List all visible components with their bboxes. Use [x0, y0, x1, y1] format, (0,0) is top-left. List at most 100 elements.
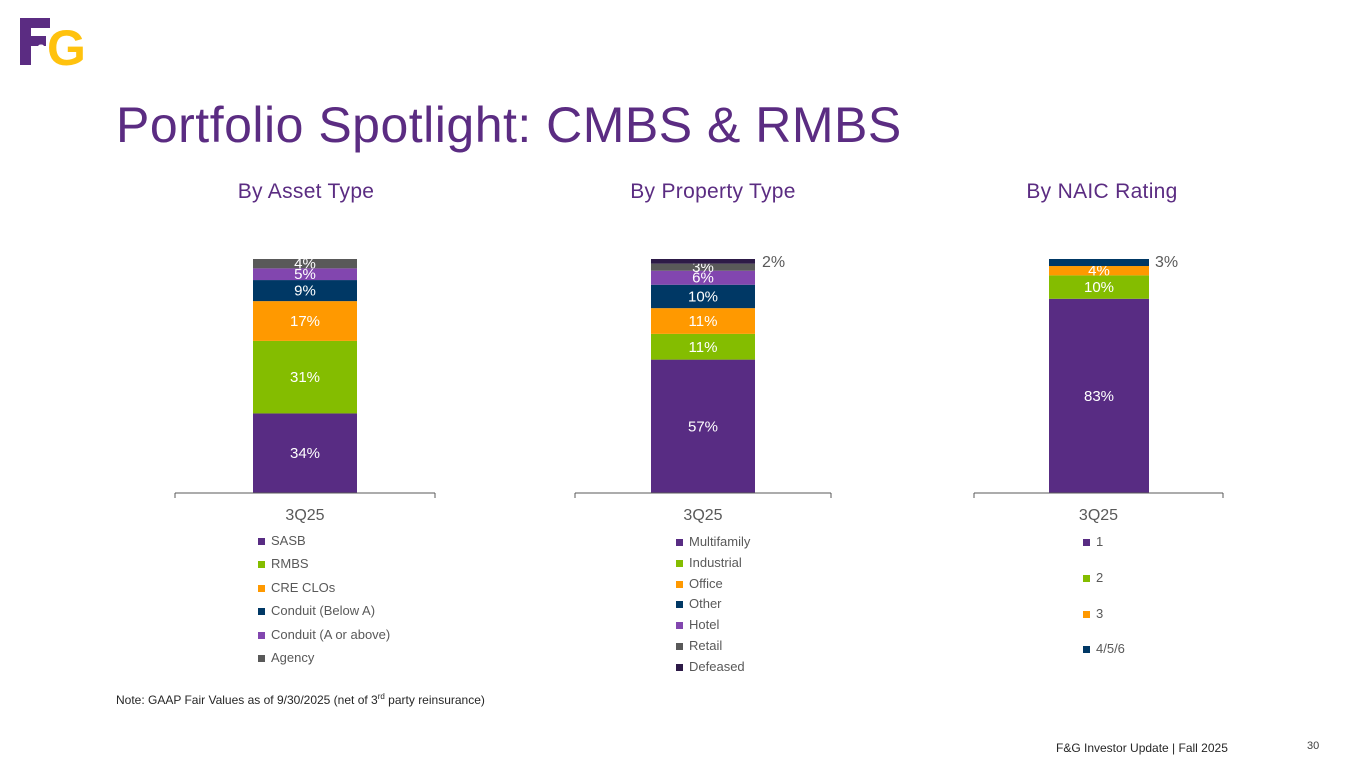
- data-label-1-4: 6%: [692, 270, 714, 287]
- legend-label: 1: [1096, 534, 1104, 549]
- legend-swatch: [676, 622, 683, 630]
- legend-item: 2: [1083, 570, 1125, 606]
- data-label-0-3: 9%: [294, 283, 316, 300]
- data-label-2-0: 83%: [1084, 388, 1114, 405]
- legend-label: 2: [1096, 569, 1104, 585]
- legend-label: Industrial: [689, 554, 742, 570]
- logo-g-shape: G: [47, 20, 86, 68]
- data-label-0-0: 34%: [290, 445, 320, 462]
- legend-item: CRE CLOs: [258, 580, 390, 603]
- bar-segment-1-2: [651, 308, 755, 334]
- x-tick-label-0: 3Q25: [285, 507, 324, 524]
- chart-title-naic-rating: By NAIC Rating: [1026, 180, 1178, 203]
- legend-swatch: [258, 608, 265, 616]
- legend-swatch: [676, 663, 683, 671]
- legend-item: Hotel: [676, 617, 750, 638]
- legend-asset-type: SASB RMBS CRE CLOs Conduit (Below A) Conduit…: [258, 533, 390, 673]
- legend-swatch: [676, 559, 683, 567]
- legend-label: 4/5/6: [1096, 641, 1125, 657]
- legend-label: Other: [689, 596, 722, 612]
- legend-label: Retail: [689, 637, 723, 653]
- bar-segment-0-2: [253, 301, 357, 341]
- legend-property-type: Multifamily Industrial Office Other Hotel Ret…: [676, 534, 750, 680]
- bar-segment-2-0: [1049, 298, 1149, 493]
- bar-segment-0-0: [253, 413, 357, 493]
- legend-swatch: [258, 654, 265, 662]
- legend-label: Agency: [271, 649, 315, 665]
- legend-item: Conduit (Below A): [258, 603, 390, 626]
- legend-label: SASB: [271, 533, 306, 548]
- bar-segment-1-4: [651, 270, 755, 285]
- legend-swatch: [1083, 610, 1090, 618]
- legend-item: Office: [676, 576, 750, 597]
- bar-segment-1-0: [651, 359, 755, 493]
- legend-naic-rating: 1 2 3 4/5/6: [1083, 534, 1125, 677]
- data-label-1-2: 11%: [689, 313, 718, 330]
- legend-label: 3: [1096, 605, 1104, 621]
- bar-segment-0-3: [253, 280, 357, 302]
- data-label-0-5: 4%: [294, 256, 316, 273]
- footnote-suffix: party reinsurance): [384, 693, 485, 707]
- data-label-1-1: 11%: [689, 339, 718, 356]
- bar-segment-1-3: [651, 284, 755, 309]
- bar-segment-0-5: [253, 259, 357, 269]
- footnote: Note: GAAP Fair Values as of 9/30/2025 (…: [116, 692, 485, 707]
- legend-swatch: [676, 580, 683, 588]
- legend-swatch: [258, 538, 265, 545]
- bar-segment-2-2: [1049, 266, 1149, 276]
- chart-title-property-type: By Property Type: [630, 180, 796, 203]
- legend-item: 1: [1083, 534, 1125, 570]
- data-label-2-3: 3%: [1155, 254, 1178, 271]
- data-label-1-6: 2%: [762, 254, 785, 271]
- bar-segment-0-4: [253, 268, 357, 281]
- chart-title-asset-type: By Asset Type: [237, 180, 375, 203]
- page-title: Portfolio Spotlight: CMBS & RMBS: [116, 97, 902, 153]
- data-label-1-0: 57%: [688, 418, 718, 435]
- bar-segment-1-5: [651, 263, 755, 271]
- footer-text: F&G Investor Update | Fall 2025: [1056, 741, 1228, 755]
- page-number: 30: [1307, 740, 1320, 752]
- data-label-2-1: 10%: [1084, 279, 1114, 296]
- bar-segment-0-1: [253, 340, 357, 414]
- bar-segment-2-1: [1049, 275, 1149, 299]
- legend-item: Industrial: [676, 555, 750, 576]
- data-label-0-4: 5%: [294, 266, 316, 283]
- x-tick-label-2: 3Q25: [1079, 507, 1118, 524]
- legend-swatch: [1083, 646, 1090, 654]
- fg-logo: G &: [20, 18, 86, 68]
- legend-swatch: [258, 584, 265, 592]
- legend-label: Conduit (Below A): [271, 603, 376, 619]
- legend-item: Multifamily: [676, 534, 750, 555]
- legend-item: Defeased: [676, 659, 750, 680]
- legend-label: RMBS: [271, 556, 309, 572]
- legend-item: RMBS: [258, 556, 390, 579]
- data-label-1-3: 10%: [688, 288, 718, 305]
- legend-label: Conduit (A or above): [271, 626, 391, 642]
- x-tick-label-1: 3Q25: [683, 507, 722, 524]
- legend-swatch: [676, 642, 683, 650]
- legend-label: CRE CLOs: [271, 579, 336, 595]
- legend-swatch: [1083, 539, 1090, 546]
- logo-f-shape: [20, 18, 50, 65]
- data-label-0-1: 31%: [290, 369, 320, 386]
- legend-swatch: [676, 539, 683, 546]
- footnote-prefix: Note: GAAP Fair Values as of 9/30/2025 (…: [116, 693, 378, 707]
- legend-label: Hotel: [689, 617, 720, 633]
- legend-swatch: [258, 561, 265, 569]
- legend-item: Conduit (A or above): [258, 627, 390, 650]
- bar-segment-2-3: [1049, 259, 1149, 267]
- legend-item: Retail: [676, 638, 750, 659]
- legend-item: SASB: [258, 533, 390, 556]
- legend-label: Defeased: [689, 658, 745, 674]
- legend-item: 3: [1083, 606, 1125, 642]
- legend-swatch: [1083, 574, 1090, 582]
- bar-segment-1-6: [651, 259, 755, 264]
- legend-swatch: [258, 631, 265, 639]
- legend-label: Office: [689, 575, 723, 591]
- legend-swatch: [676, 601, 683, 609]
- legend-label: Multifamily: [689, 534, 751, 549]
- legend-item: Agency: [258, 650, 390, 673]
- data-label-0-2: 17%: [290, 313, 320, 330]
- bar-segment-1-1: [651, 333, 755, 360]
